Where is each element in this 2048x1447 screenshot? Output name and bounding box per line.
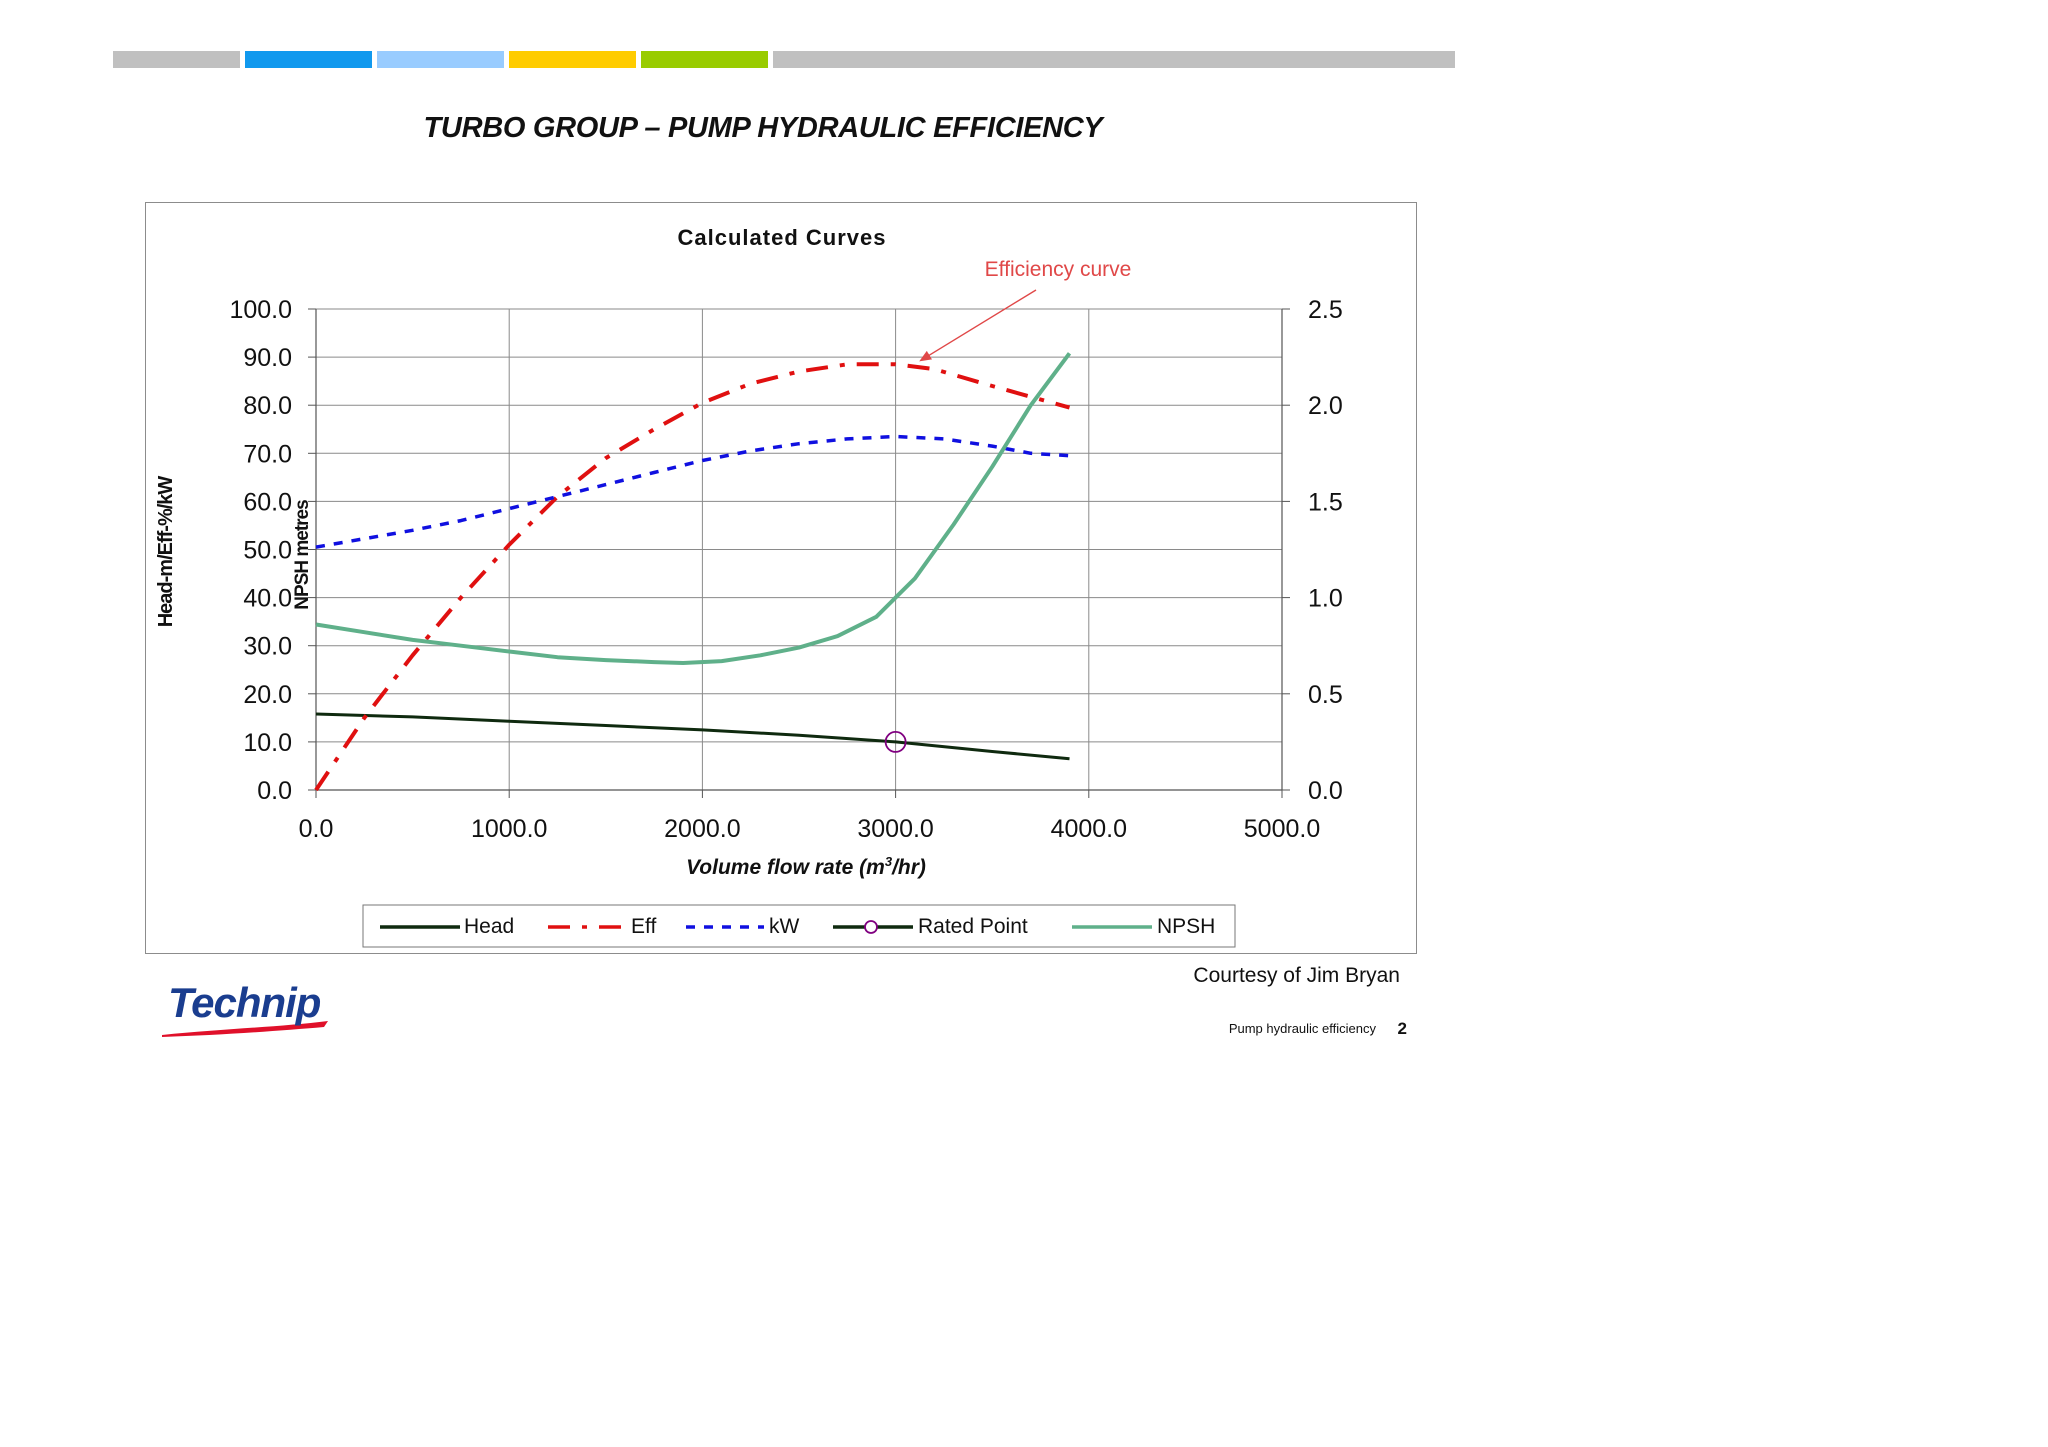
x-axis-label: Volume flow rate (m3/hr)	[686, 854, 926, 879]
x-tick-label: 2000.0	[664, 815, 740, 843]
header-bar-green	[641, 51, 768, 68]
technip-logo: Technip	[162, 979, 328, 1037]
page-number: 2	[1397, 1019, 1407, 1038]
rated-point-marker	[884, 731, 907, 753]
legend-label-npsh: NPSH	[1157, 915, 1215, 938]
efficiency-curve-annotation-label: Efficiency curve	[985, 258, 1132, 281]
x-axis-label-superscript: 3	[885, 854, 893, 869]
y2-tick-label: 2.5	[1308, 296, 1343, 324]
x-axis-label-part-1: Volume flow rate (m	[686, 856, 885, 879]
y-tick-label: 30.0	[243, 633, 292, 661]
series-line-npsh	[315, 352, 1072, 665]
chart-legend: Head Eff kW Rated Point NPSH	[362, 904, 1236, 948]
chart-ticks: 0.0 10.0 20.0 30.0 40.0 50.0 60.0 70.0 80.0 90.0 1…	[229, 296, 1342, 843]
logo-wordmark: Technip	[168, 979, 321, 1026]
header-bar-gray-left	[113, 51, 240, 68]
x-tick-label: 3000.0	[857, 815, 933, 843]
y-axis-label: Head-m/Eff-%/kW	[155, 476, 177, 628]
y-tick-label: 0.0	[257, 777, 292, 805]
y2-tick-label: 0.5	[1308, 681, 1343, 709]
legend-rated-point-marker	[864, 920, 878, 934]
header-bar-light-blue	[377, 51, 504, 68]
logo-swoosh	[162, 1021, 328, 1037]
chart-annotation: Efficiency curve	[919, 258, 1132, 362]
y2-axis-label: NPSH metres	[292, 500, 313, 610]
x-axis-label-part-3: /hr)	[891, 856, 926, 879]
x-tick-label: 5000.0	[1244, 815, 1320, 843]
efficiency-curve-arrow	[919, 289, 1037, 362]
header-bar-blue	[245, 51, 372, 68]
chart-title: Calculated Curves	[678, 225, 887, 250]
courtesy-note: Courtesy of Jim Bryan	[1193, 964, 1400, 987]
y-tick-label: 40.0	[243, 585, 292, 613]
legend-label-kw: kW	[769, 915, 800, 938]
y-tick-label: 10.0	[243, 729, 292, 757]
slide-title: TURBO GROUP – PUMP HYDRAULIC EFFICIENCY	[423, 112, 1103, 144]
y2-tick-label: 0.0	[1308, 777, 1343, 805]
series-line-kw	[315, 434, 1070, 549]
y-tick-label: 100.0	[229, 296, 292, 324]
chart-series	[314, 352, 1072, 792]
y-tick-label: 50.0	[243, 537, 292, 565]
footer-caption: Pump hydraulic efficiency	[1228, 1021, 1376, 1036]
chart-markers	[884, 731, 907, 753]
chart: Calculated Curves 0.010.020.030.040.050.…	[155, 225, 1343, 948]
legend-label-eff: Eff	[631, 915, 656, 938]
series-line-eff	[314, 362, 1071, 792]
y-tick-label: 90.0	[243, 344, 292, 372]
y-tick-label: 60.0	[243, 488, 292, 516]
x-tick-label: 4000.0	[1051, 815, 1127, 843]
header-bar-gray-right	[773, 51, 1455, 68]
legend-label-head: Head	[464, 915, 514, 938]
series-line-head	[315, 712, 1070, 761]
header-bar-yellow	[509, 51, 636, 68]
x-tick-label: 0.0	[299, 815, 334, 843]
x-tick-label: 1000.0	[471, 815, 547, 843]
chart-frame	[145, 202, 1417, 954]
y2-tick-label: 2.0	[1308, 392, 1343, 420]
y-tick-label: 20.0	[243, 681, 292, 709]
chart-grid	[316, 308, 1283, 790]
legend-label-rated-point: Rated Point	[918, 915, 1028, 938]
y2-tick-label: 1.0	[1308, 585, 1343, 613]
y2-tick-label: 1.5	[1308, 488, 1343, 516]
y-tick-label: 70.0	[243, 440, 292, 468]
y-tick-label: 80.0	[243, 392, 292, 420]
